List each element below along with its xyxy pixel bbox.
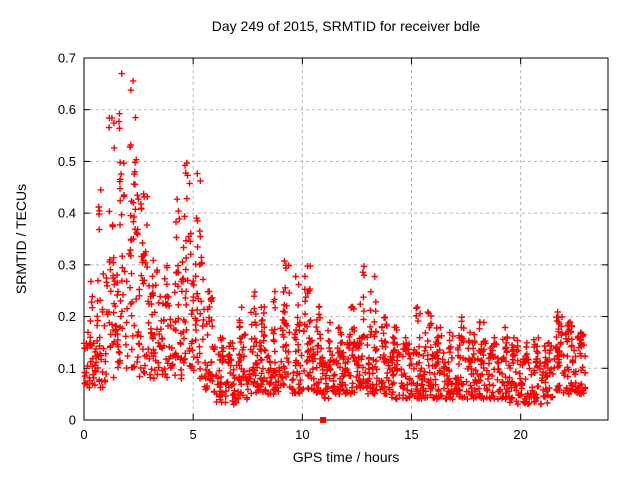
y-tick-label: 0.6 (58, 102, 76, 117)
y-tick-label: 0.3 (58, 257, 76, 272)
chart-title: Day 249 of 2015, SRMTID for receiver bdl… (211, 18, 481, 34)
x-tick-label: 10 (295, 427, 309, 442)
y-tick-label: 0.4 (58, 206, 76, 221)
y-tick-label: 0.5 (58, 154, 76, 169)
x-tick-label: 5 (190, 427, 197, 442)
x-tick-label: 20 (513, 427, 527, 442)
x-tick-label: 15 (404, 427, 418, 442)
y-tick-label: 0 (69, 413, 76, 428)
y-tick-label: 0.7 (58, 51, 76, 66)
plot-border (83, 57, 609, 421)
y-tick-label: 0.1 (58, 361, 76, 376)
y-tick-label: 0.2 (58, 309, 76, 324)
x-tick-label: 0 (80, 427, 87, 442)
x-axis-title: GPS time / hours (292, 449, 400, 465)
zero-flag-square-marker (320, 417, 327, 423)
scatter-points (80, 70, 589, 408)
